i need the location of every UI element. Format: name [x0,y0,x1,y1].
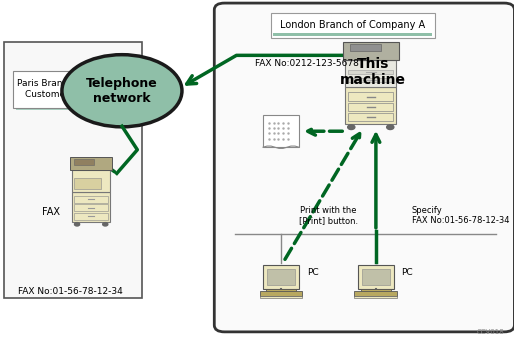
Bar [74,177,101,189]
Bar [4,42,142,298]
Text: London Branch of Company A: London Branch of Company A [280,20,425,30]
Bar [358,265,393,289]
Bar [354,291,397,296]
Ellipse shape [62,55,182,127]
Bar [273,33,432,36]
Bar [263,115,299,147]
Bar [350,44,381,51]
Text: FAX No:01-56-78-12-34: FAX No:01-56-78-12-34 [18,287,123,296]
Bar [74,204,108,211]
Bar [354,296,397,298]
Circle shape [102,223,108,226]
Bar [71,156,112,170]
Bar [260,296,303,298]
Bar [267,269,295,286]
Circle shape [348,125,355,130]
Bar [348,113,393,121]
Bar [362,269,390,286]
Bar [260,291,303,296]
FancyBboxPatch shape [13,70,89,108]
Bar [263,265,299,289]
Bar [361,289,391,293]
Bar [72,170,110,192]
Text: FAX: FAX [42,207,61,217]
Bar [348,103,393,111]
Text: PC: PC [306,268,318,277]
Bar [345,61,397,87]
Bar [72,192,110,222]
Bar [342,42,399,61]
Bar [74,196,108,203]
Text: PC: PC [401,268,413,277]
Text: FAX No:0212-123-5678: FAX No:0212-123-5678 [255,59,359,68]
Text: Telephone
network: Telephone network [86,77,158,105]
Text: CCV018: CCV018 [476,329,504,335]
Text: Print with the
[Print] button.: Print with the [Print] button. [299,206,358,225]
Bar [266,289,296,293]
Bar [16,72,92,109]
Bar [345,87,397,124]
Bar [348,78,393,82]
Bar [348,92,393,101]
Bar [348,70,393,74]
Text: This
machine: This machine [340,57,406,87]
FancyBboxPatch shape [271,13,435,38]
Text: Paris Branch of
Customer B: Paris Branch of Customer B [17,79,85,99]
Circle shape [74,223,80,226]
Text: Specify
FAX No:01-56-78-12-34: Specify FAX No:01-56-78-12-34 [412,206,509,225]
FancyBboxPatch shape [215,3,515,332]
Bar [74,212,108,220]
Bar [74,158,94,165]
Circle shape [387,125,394,130]
